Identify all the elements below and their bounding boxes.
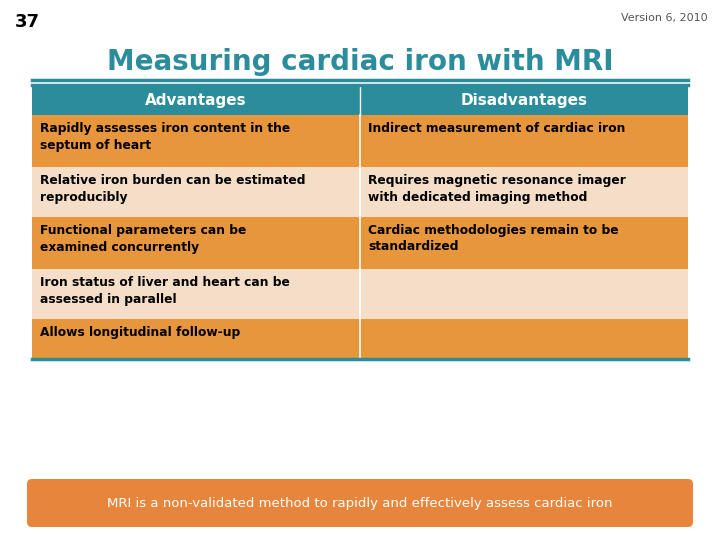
FancyBboxPatch shape bbox=[27, 479, 693, 527]
Bar bbox=[32, 85, 688, 115]
Text: MRI is a non-validated method to rapidly and effectively assess cardiac iron: MRI is a non-validated method to rapidly… bbox=[107, 496, 613, 510]
Text: Version 6, 2010: Version 6, 2010 bbox=[621, 13, 708, 23]
Text: Relative iron burden can be estimated
reproducibly: Relative iron burden can be estimated re… bbox=[40, 174, 305, 204]
Text: Allows longitudinal follow-up: Allows longitudinal follow-up bbox=[40, 326, 240, 339]
Bar bbox=[32, 319, 688, 359]
Bar bbox=[32, 269, 688, 319]
Text: Disadvantages: Disadvantages bbox=[461, 92, 588, 107]
Text: Cardiac methodologies remain to be
standardized: Cardiac methodologies remain to be stand… bbox=[368, 224, 618, 253]
Text: Iron status of liver and heart can be
assessed in parallel: Iron status of liver and heart can be as… bbox=[40, 276, 290, 306]
Text: Requires magnetic resonance imager
with dedicated imaging method: Requires magnetic resonance imager with … bbox=[368, 174, 626, 204]
Text: Measuring cardiac iron with MRI: Measuring cardiac iron with MRI bbox=[107, 48, 613, 76]
Bar bbox=[32, 115, 688, 167]
Bar bbox=[32, 217, 688, 269]
Text: Functional parameters can be
examined concurrently: Functional parameters can be examined co… bbox=[40, 224, 246, 253]
Text: Rapidly assesses iron content in the
septum of heart: Rapidly assesses iron content in the sep… bbox=[40, 122, 290, 152]
Text: Indirect measurement of cardiac iron: Indirect measurement of cardiac iron bbox=[368, 122, 626, 135]
Bar bbox=[32, 167, 688, 217]
Text: Advantages: Advantages bbox=[145, 92, 247, 107]
Text: 37: 37 bbox=[15, 13, 40, 31]
